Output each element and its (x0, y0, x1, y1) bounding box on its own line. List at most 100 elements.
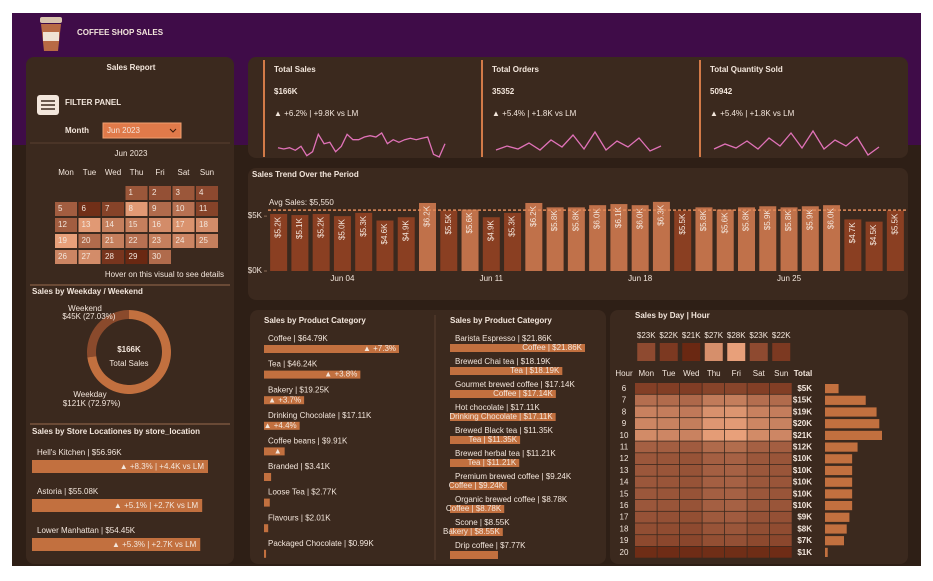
calendar-day[interactable]: 22 (129, 236, 138, 245)
month-dropdown[interactable] (102, 122, 182, 139)
calendar-cell[interactable] (78, 250, 101, 264)
calendar-cell[interactable] (102, 218, 124, 232)
hour-label: 6 (622, 384, 627, 393)
calendar-day[interactable]: 21 (105, 236, 114, 245)
calendar-cell[interactable] (149, 202, 171, 216)
calendar-day[interactable]: 16 (152, 220, 161, 229)
bar-label: Packaged Chocolate | $0.99K (268, 539, 374, 548)
heat-cell (770, 511, 792, 523)
bar (450, 482, 508, 490)
calendar-cell[interactable] (125, 234, 148, 248)
calendar-cell[interactable] (149, 234, 171, 248)
hour-label: 12 (620, 454, 629, 463)
calendar-cell[interactable] (172, 186, 195, 200)
hour-label: 18 (620, 524, 629, 533)
calendar-day[interactable]: 11 (199, 204, 208, 213)
chart-title: Sales by Product Category (264, 316, 366, 325)
calendar-day[interactable]: 26 (58, 252, 67, 261)
bar-label: Gourmet brewed coffee | $17.14K (455, 380, 575, 389)
bar (450, 367, 563, 375)
calendar-day[interactable]: 27 (82, 252, 91, 261)
heat-cell (770, 406, 792, 418)
calendar-cell[interactable] (125, 218, 148, 232)
calendar-day[interactable]: 7 (105, 204, 110, 213)
calendar-cell[interactable] (196, 234, 218, 248)
calendar-day[interactable]: 3 (176, 188, 181, 197)
calendar-cell[interactable] (102, 202, 124, 216)
calendar-day[interactable]: 14 (105, 220, 114, 229)
calendar-day[interactable]: 30 (152, 252, 161, 261)
weekday-label: Tue (83, 168, 97, 177)
calendar-cell[interactable] (78, 218, 101, 232)
calendar-cell[interactable] (55, 202, 77, 216)
calendar-day[interactable]: 4 (199, 188, 204, 197)
calendar-cell[interactable] (102, 234, 124, 248)
calendar-cell[interactable] (78, 234, 101, 248)
calendar-day[interactable]: 6 (82, 204, 87, 213)
calendar-day[interactable]: 5 (58, 204, 63, 213)
calendar-day[interactable]: 18 (199, 220, 208, 229)
weekday-label: Fri (155, 168, 165, 177)
calendar-cell[interactable] (149, 250, 171, 264)
calendar-day[interactable]: 15 (129, 220, 138, 229)
day-total-cell (772, 343, 791, 361)
sparkline (277, 132, 446, 158)
calendar-cell[interactable] (196, 202, 218, 216)
calendar-day[interactable]: 2 (152, 188, 157, 197)
calendar-cell[interactable] (149, 218, 171, 232)
calendar-title: Jun 2023 (115, 149, 148, 158)
bar (264, 498, 270, 507)
calendar-cell[interactable] (196, 218, 218, 232)
bar (419, 202, 436, 271)
calendar-day[interactable]: 1 (129, 188, 134, 197)
calendar-cell[interactable] (125, 202, 148, 216)
hour-total-bar (825, 384, 839, 394)
heat-cell (657, 511, 680, 523)
calendar-cell[interactable] (172, 218, 195, 232)
calendar-day[interactable]: 29 (129, 252, 138, 261)
month-value[interactable]: Jun 2023 (107, 126, 140, 135)
calendar-day[interactable]: 8 (129, 204, 134, 213)
day-total-cell (704, 343, 723, 361)
bar (440, 210, 458, 271)
calendar-cell[interactable] (196, 186, 218, 200)
calendar-cell[interactable] (125, 186, 148, 200)
calendar-day[interactable]: 13 (82, 220, 91, 229)
bar-tag: Coffee | $21.86K (522, 343, 582, 352)
column-header: Total (794, 369, 813, 378)
calendar-cell[interactable] (172, 202, 195, 216)
heat-cell (635, 394, 657, 406)
chart-title: Sales by Weekday / Weekend (32, 287, 143, 296)
calendar-cell[interactable] (102, 250, 124, 264)
bar (264, 370, 361, 379)
calendar-day[interactable]: 20 (82, 236, 91, 245)
data-label: $5.8K (550, 210, 559, 232)
calendar-day[interactable]: 24 (176, 236, 185, 245)
heat-cell (702, 441, 725, 453)
day-label: Fri (732, 369, 742, 378)
calendar-cell[interactable] (78, 202, 101, 216)
calendar-cell[interactable] (55, 250, 77, 264)
calendar-day[interactable]: 25 (199, 236, 208, 245)
data-label: $6.1K (614, 206, 623, 228)
x-tick-label: Jun 18 (628, 274, 653, 283)
calendar-cell[interactable] (55, 234, 77, 248)
dropdown-arrow[interactable] (169, 128, 177, 133)
heat-cell (770, 394, 792, 406)
calendar-cell[interactable] (125, 250, 148, 264)
heat-cell (635, 535, 657, 546)
bar (264, 345, 399, 353)
calendar-day[interactable]: 9 (152, 204, 157, 213)
calendar-day[interactable]: 10 (176, 204, 185, 213)
calendar-cell[interactable] (172, 234, 195, 248)
data-label: $5.3K (359, 215, 368, 237)
calendar-day[interactable]: 12 (58, 220, 67, 229)
data-label: $5.8K (784, 210, 793, 232)
calendar-day[interactable]: 28 (105, 252, 114, 261)
heat-cell (635, 441, 657, 453)
calendar-day[interactable]: 19 (58, 236, 67, 245)
calendar-day[interactable]: 23 (152, 236, 161, 245)
calendar-day[interactable]: 17 (176, 220, 185, 229)
calendar-cell[interactable] (149, 186, 171, 200)
calendar-cell[interactable] (55, 218, 77, 232)
